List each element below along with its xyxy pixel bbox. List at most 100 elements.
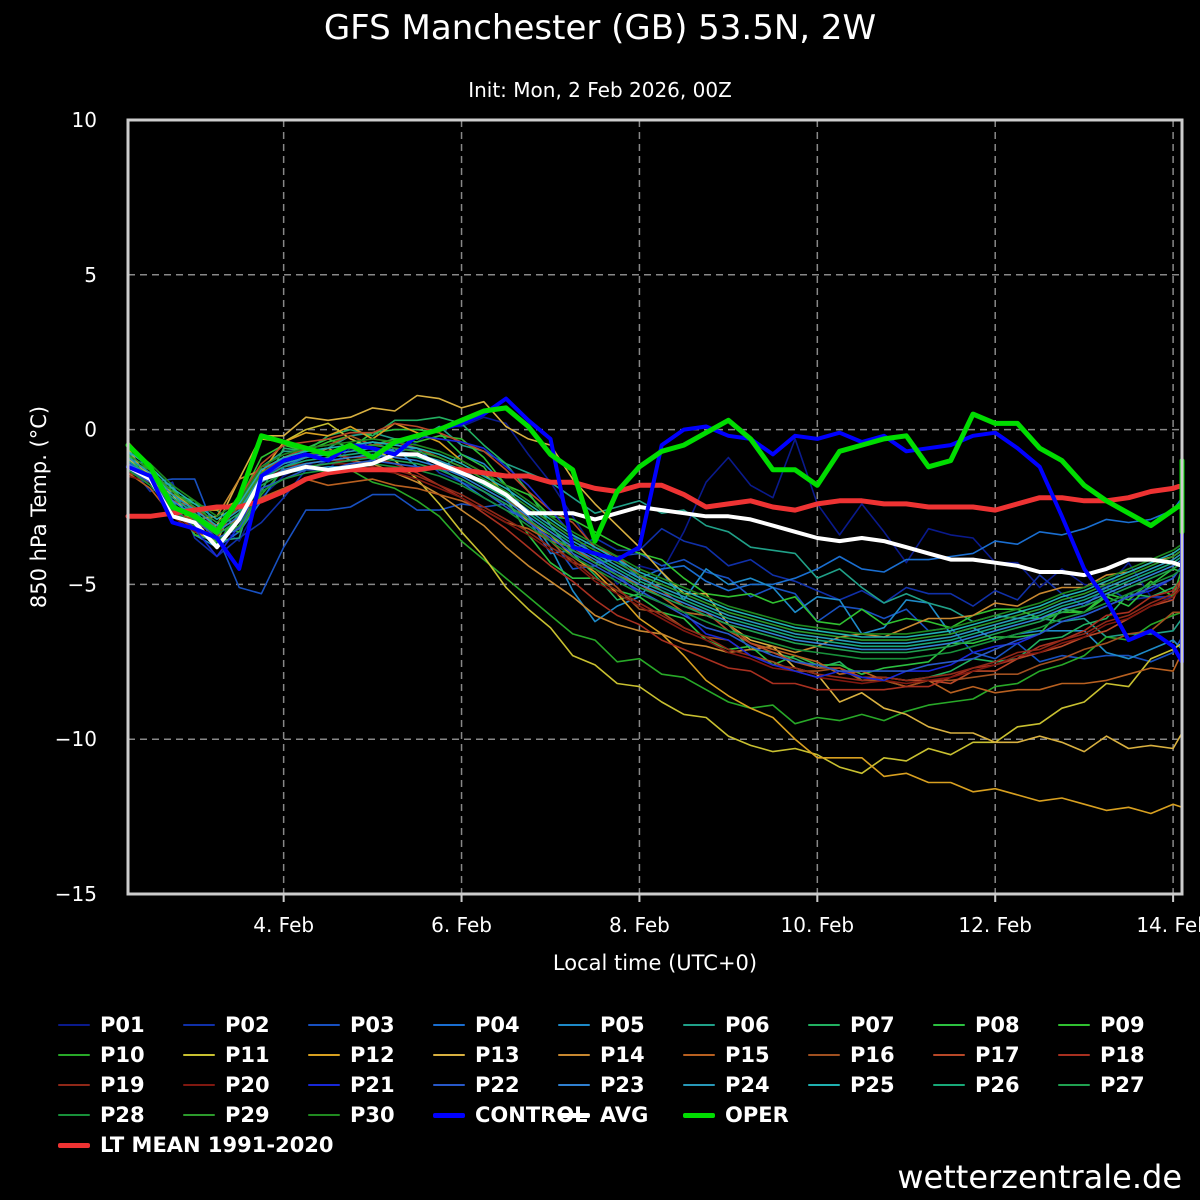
legend-label: P07 (850, 1013, 895, 1037)
legend-swatch (183, 1114, 215, 1116)
legend-swatch (433, 1054, 465, 1056)
legend-item: P13 (433, 1042, 520, 1068)
legend-swatch (183, 1054, 215, 1056)
legend-label: P24 (725, 1073, 770, 1097)
legend-label: OPER (725, 1103, 789, 1127)
x-tick-label: 8. Feb (609, 913, 670, 937)
y-axis-ticks: −15 −10 −5 0 5 10 (55, 108, 97, 906)
legend-swatch (683, 1024, 715, 1026)
y-tick-label: 5 (84, 263, 97, 287)
legend-label: LT MEAN 1991-2020 (100, 1133, 334, 1157)
legend-swatch (183, 1084, 215, 1086)
legend-item: P15 (683, 1042, 770, 1068)
x-axis-label: Local time (UTC+0) (553, 951, 757, 975)
legend-swatch (558, 1084, 590, 1086)
legend-item: P27 (1058, 1072, 1145, 1098)
x-axis-ticks: 4. Feb 6. Feb 8. Feb 10. Feb 12. Feb 14. Feb (253, 894, 1200, 937)
legend-label: P19 (100, 1073, 145, 1097)
legend-item: P10 (58, 1042, 145, 1068)
legend-label: P15 (725, 1043, 770, 1067)
legend-label: P05 (600, 1013, 645, 1037)
legend-swatch (58, 1054, 90, 1056)
legend-item: P03 (308, 1012, 395, 1038)
legend-item: P19 (58, 1072, 145, 1098)
legend-label: P18 (1100, 1043, 1145, 1067)
legend-label: P06 (725, 1013, 770, 1037)
x-tick-label: 4. Feb (253, 913, 314, 937)
legend-swatch (933, 1054, 965, 1056)
x-tick-label: 12. Feb (958, 913, 1032, 937)
legend-swatch (808, 1054, 840, 1056)
legend-label: P28 (100, 1103, 145, 1127)
legend-label: P27 (1100, 1073, 1145, 1097)
legend-item: LT MEAN 1991-2020 (58, 1132, 334, 1158)
legend-label: P03 (350, 1013, 395, 1037)
legend-swatch (433, 1084, 465, 1086)
legend-item: P24 (683, 1072, 770, 1098)
legend-item: P09 (1058, 1012, 1145, 1038)
y-tick-label: 0 (84, 418, 97, 442)
legend-swatch (1058, 1024, 1090, 1026)
legend-swatch (808, 1024, 840, 1026)
x-tick-label: 6. Feb (431, 913, 492, 937)
legend-label: P01 (100, 1013, 145, 1037)
legend-label: P12 (350, 1043, 395, 1067)
legend-item: P16 (808, 1042, 895, 1068)
legend-swatch (308, 1024, 340, 1026)
legend-item: P20 (183, 1072, 270, 1098)
legend-swatch (58, 1084, 90, 1086)
y-tick-label: −15 (55, 882, 97, 906)
legend-swatch (308, 1054, 340, 1056)
legend-label: P23 (600, 1073, 645, 1097)
legend-swatch (58, 1114, 90, 1116)
y-tick-label: −5 (68, 572, 97, 596)
legend-label: P17 (975, 1043, 1020, 1067)
legend-item: P04 (433, 1012, 520, 1038)
legend-label: P10 (100, 1043, 145, 1067)
legend-label: P13 (475, 1043, 520, 1067)
legend-swatch (558, 1054, 590, 1056)
legend-item: P01 (58, 1012, 145, 1038)
legend-swatch (683, 1112, 715, 1118)
legend-label: P04 (475, 1013, 520, 1037)
legend-swatch (683, 1084, 715, 1086)
plot-area (128, 120, 1182, 894)
legend-label: P25 (850, 1073, 895, 1097)
legend-label: P02 (225, 1013, 270, 1037)
legend-label: P26 (975, 1073, 1020, 1097)
legend-item: P02 (183, 1012, 270, 1038)
legend-item: P18 (1058, 1042, 1145, 1068)
legend-label: P09 (1100, 1013, 1145, 1037)
legend-label: P08 (975, 1013, 1020, 1037)
x-tick-label: 10. Feb (781, 913, 855, 937)
chart-title: GFS Manchester (GB) 53.5N, 2W (323, 8, 877, 48)
legend-item: P12 (308, 1042, 395, 1068)
legend-label: P29 (225, 1103, 270, 1127)
legend-swatch (1058, 1054, 1090, 1056)
watermark: wetterzentrale.de (897, 1158, 1182, 1196)
legend-swatch (308, 1084, 340, 1086)
legend-label: P21 (350, 1073, 395, 1097)
legend-item: P26 (933, 1072, 1020, 1098)
legend-item: OPER (683, 1102, 789, 1128)
legend-swatch (58, 1024, 90, 1026)
legend-swatch (433, 1024, 465, 1026)
x-tick-label: 14. Feb (1136, 913, 1200, 937)
y-tick-label: 10 (72, 108, 97, 132)
legend-item: P21 (308, 1072, 395, 1098)
legend-label: P14 (600, 1043, 645, 1067)
chart-subtitle: Init: Mon, 2 Feb 2026, 00Z (468, 78, 732, 102)
legend-item: P11 (183, 1042, 270, 1068)
legend-swatch (308, 1114, 340, 1116)
legend-swatch (58, 1142, 90, 1148)
legend-item: P30 (308, 1102, 395, 1128)
legend-swatch (933, 1024, 965, 1026)
legend-item: P07 (808, 1012, 895, 1038)
legend-item: P17 (933, 1042, 1020, 1068)
legend-swatch (183, 1024, 215, 1026)
legend-label: P22 (475, 1073, 520, 1097)
legend-swatch (558, 1112, 590, 1118)
plot-frame (126, 118, 1184, 896)
legend-label: P20 (225, 1073, 270, 1097)
legend-label: P16 (850, 1043, 895, 1067)
